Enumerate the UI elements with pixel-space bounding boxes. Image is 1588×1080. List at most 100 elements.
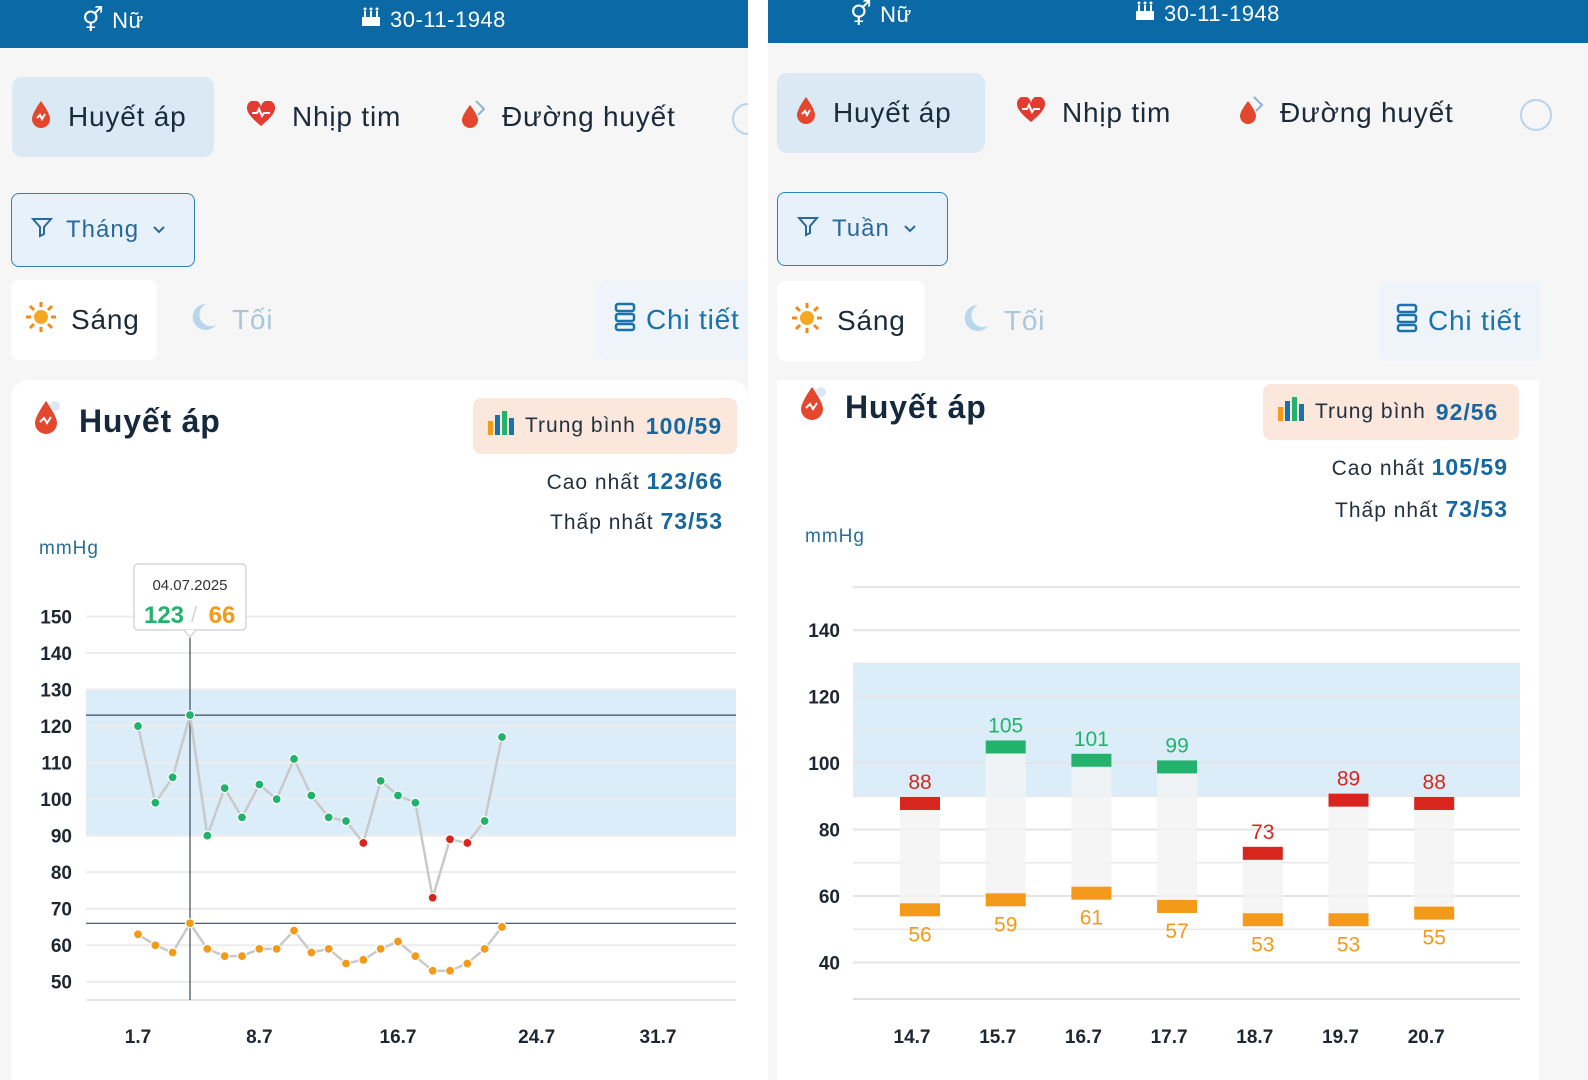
heart-icon — [246, 99, 276, 134]
evening-toggle[interactable]: Tối — [172, 280, 292, 360]
more-tab-icon[interactable] — [1520, 99, 1552, 131]
right-screen: ⚥ Nữ 30-11-1948 Huyết áp Nhịp tim Đường … — [768, 0, 1588, 1080]
diastolic-point — [306, 947, 317, 958]
detail-button[interactable]: Chi tiết — [598, 280, 748, 360]
tooltip-diastolic: 66 — [209, 602, 236, 629]
tooltip-date: 04.07.2025 — [152, 577, 227, 594]
tab-blood-pressure[interactable]: Huyết áp — [12, 77, 214, 157]
chevron-down-icon — [902, 215, 918, 243]
lowest-label: Thấp nhất — [1335, 499, 1439, 522]
period-filter[interactable]: Tháng — [11, 193, 195, 267]
diastolic-point — [392, 936, 404, 947]
left-screen: ⚥ Nữ 30-11-1948 Huyết áp Nhịp tim Đường … — [0, 0, 748, 1080]
tab-heart-rate[interactable]: Nhịp tim — [998, 73, 1208, 153]
evening-toggle[interactable]: Tối — [944, 281, 1064, 361]
diastolic-label: 56 — [908, 923, 931, 946]
y-tick-label: 60 — [819, 887, 840, 908]
x-tick-label: 15.7 — [979, 1027, 1016, 1048]
sun-icon — [791, 302, 823, 341]
lowest-label: Thấp nhất — [550, 511, 654, 534]
systolic-point — [410, 797, 421, 808]
filter-icon — [30, 215, 54, 246]
tab-label: Đường huyết — [1280, 97, 1454, 128]
evening-label: Tối — [1004, 305, 1046, 336]
glucose-drop-icon — [460, 99, 486, 136]
tab-heart-rate[interactable]: Nhịp tim — [228, 77, 428, 157]
diastolic-marker — [1071, 886, 1112, 900]
average-badge: Trung bình 92/56 — [1263, 384, 1519, 440]
birthdate-value: 30-11-1948 — [1164, 1, 1280, 26]
highest-label: Cao nhất — [546, 471, 640, 494]
diastolic-marker — [1157, 899, 1198, 913]
more-tab-icon[interactable] — [732, 103, 748, 135]
morning-toggle[interactable]: Sáng — [777, 281, 925, 361]
systolic-label: 105 — [988, 714, 1023, 737]
morning-label: Sáng — [71, 304, 140, 335]
y-tick-label: 150 — [40, 608, 72, 629]
systolic-point — [375, 775, 386, 786]
unit-label: mmHg — [39, 538, 99, 559]
y-tick-label: 80 — [819, 821, 840, 842]
x-tick-label: 8.7 — [246, 1027, 272, 1048]
diastolic-point — [427, 965, 438, 976]
diastolic-point — [340, 958, 352, 969]
tab-label: Nhịp tim — [1062, 97, 1172, 128]
systolic-point — [288, 753, 300, 765]
systolic-point — [358, 837, 369, 849]
tab-blood-sugar[interactable]: Đường huyết — [442, 77, 712, 157]
systolic-marker — [985, 740, 1026, 754]
y-tick-label: 70 — [51, 900, 72, 921]
systolic-point — [427, 892, 438, 903]
diastolic-point — [167, 947, 178, 958]
range-bar-track — [1157, 766, 1198, 906]
x-tick-label: 31.7 — [640, 1027, 677, 1048]
systolic-label: 88 — [908, 771, 931, 794]
diastolic-marker — [900, 903, 940, 917]
tab-blood-pressure[interactable]: Huyết áp — [777, 73, 985, 153]
systolic-point — [392, 790, 404, 801]
diastolic-marker — [1242, 913, 1283, 927]
sun-icon — [25, 301, 57, 340]
gender-icon: ⚥ — [850, 1, 873, 28]
gender-value: Nữ — [112, 7, 144, 33]
diastolic-label: 59 — [994, 913, 1017, 936]
cake-icon — [360, 6, 382, 34]
highest-value: 105/59 — [1431, 454, 1508, 480]
range-bar-track — [985, 746, 1026, 900]
x-tick-label: 19.7 — [1322, 1027, 1359, 1048]
systolic-marker — [900, 796, 940, 810]
tab-blood-sugar[interactable]: Đường huyết — [1220, 73, 1500, 153]
systolic-point — [167, 772, 178, 783]
systolic-point — [444, 834, 456, 845]
systolic-point — [202, 830, 213, 841]
cake-icon — [1134, 0, 1156, 28]
diastolic-point — [410, 951, 421, 962]
lowest-value: 73/53 — [660, 508, 723, 534]
tooltip-pointer — [183, 629, 197, 639]
tab-label: Huyết áp — [833, 97, 952, 128]
diastolic-marker — [985, 893, 1026, 907]
glucose-drop-icon — [1238, 95, 1264, 132]
tab-label: Huyết áp — [68, 101, 187, 132]
x-tick-label: 16.7 — [1065, 1027, 1102, 1048]
diastolic-point — [358, 954, 369, 965]
gender-icon: ⚥ — [82, 7, 105, 34]
lowest-stat: Thấp nhất 73/53 — [550, 508, 723, 535]
measurement-tabs: Huyết áp Nhịp tim Đường huyết — [768, 73, 1588, 153]
moon-icon — [186, 301, 218, 340]
systolic-point — [496, 731, 508, 743]
diastolic-point — [254, 943, 265, 954]
morning-toggle[interactable]: Sáng — [11, 280, 157, 360]
period-filter[interactable]: Tuần — [777, 192, 948, 266]
diastolic-point — [323, 943, 334, 954]
detail-label: Chi tiết — [646, 304, 740, 335]
x-tick-label: 18.7 — [1236, 1027, 1273, 1048]
diastolic-line — [137, 922, 503, 973]
systolic-label: 99 — [1165, 734, 1188, 757]
detail-button[interactable]: Chi tiết — [1380, 281, 1540, 361]
diastolic-point — [462, 958, 473, 969]
diastolic-point — [236, 951, 248, 962]
evening-label: Tối — [232, 304, 274, 335]
moon-icon — [958, 302, 990, 341]
y-tick-label: 90 — [51, 827, 72, 848]
